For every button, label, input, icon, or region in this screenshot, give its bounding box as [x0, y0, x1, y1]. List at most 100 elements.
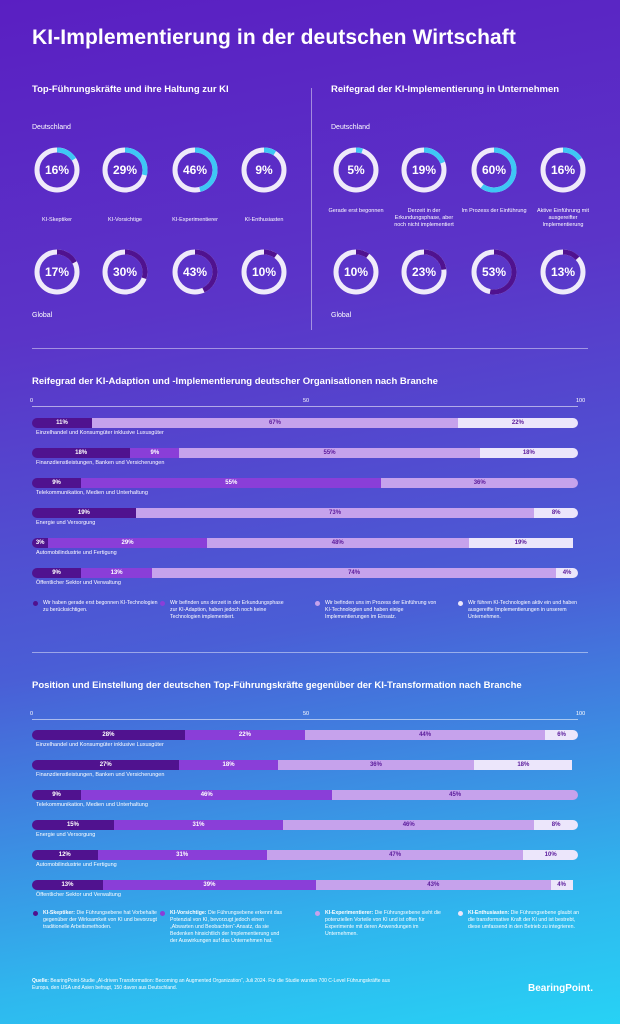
chart2-title: Position und Einstellung der deutschen T… [32, 680, 522, 691]
chart1-bar-2-series-1: 55% [81, 478, 382, 488]
chart1-bar-row-1: 18% 9% 55% 18% [32, 448, 578, 458]
chart1-bar-3-series-2: 73% [135, 508, 535, 518]
s2-category-label-0: Gerade erst begonnen [328, 208, 384, 214]
section1-label-global: Global [32, 312, 53, 319]
chart1-bar-row-0: 11% 67% 22% [32, 418, 578, 428]
legend2-lead-2: KI-Experimentierer: [325, 910, 375, 916]
s2-de-ring-2-value: 60% [481, 163, 507, 177]
chart2-bar-row-4: 12% 31% 47% 10% [32, 850, 578, 860]
chart2-axis-line [32, 719, 578, 720]
s2-de-ring-0-arc [333, 147, 379, 193]
chart1-bar-5-series-2: 74% [152, 568, 557, 578]
s1-category-label-2: KI-Experimentierer [172, 217, 218, 223]
legend1-desc-2: Wir befinden uns im Prozess der Einführu… [325, 600, 437, 620]
chart1-axis-line [32, 406, 578, 407]
legend2-item-3: KI-Enthusiasten: Die Führungsebene glaub… [458, 910, 586, 931]
s1-de-ring-2: 46% [171, 146, 219, 194]
chart1-tick-2: 100 [576, 398, 586, 404]
legend1-desc-3: Wir führen KI-Technologien aktiv ein und… [468, 600, 578, 620]
s1-category-label-0: KI-Skeptiker [42, 217, 72, 223]
legend2-swatch-3 [458, 911, 463, 916]
legend1-text-0: Wir haben gerade erst begonnen KI-Techno… [43, 600, 161, 614]
legend2-text-2: KI-Experimentierer: Die Führungsebene si… [325, 910, 443, 938]
s2-global-ring-3-arc [540, 249, 586, 295]
chart1-category-label-3: Energie und Versorgung [36, 520, 96, 526]
legend2-swatch-0 [33, 911, 38, 916]
chart2-bar-row-1: 27% 18% 36% 18% [32, 760, 578, 770]
chart2-bar-4-series-3: 10% [523, 850, 578, 860]
legend1-item-3: Wir führen KI-Technologien aktiv ein und… [458, 600, 586, 621]
chart1-tick-0: 0 [30, 398, 34, 404]
chart2-bar-row-3: 15% 31% 46% 8% [32, 820, 578, 830]
chart1-bar-row-5: 9% 13% 74% 4% [32, 568, 578, 578]
legend2-item-0: KI-Skeptiker: Die Führungsebene hat Vorb… [33, 910, 161, 931]
chart2-bar-1-series-3: 18% [474, 760, 573, 770]
s1-global-ring-0: 17% [33, 248, 81, 296]
chart2-bar-2-series-1: 46% [81, 790, 333, 800]
chart2-bar-row-0: 28% 22% 44% 6% [32, 730, 578, 740]
chart1-bar-4-series-0: 3% [32, 538, 49, 548]
chart2-bar-2-series-2: 45% [332, 790, 578, 800]
chart2-bar-row-2: 9% 46% 45% [32, 790, 578, 800]
chart1-bar-2-series-2: 36% [381, 478, 578, 488]
legend1-swatch-3 [458, 601, 463, 606]
s2-global-ring-2: 53% [470, 248, 518, 296]
chart1-tick-1: 50 [303, 398, 310, 404]
chart2-category-label-0: Einzelhandel und Konsumgüter inklusive L… [36, 742, 164, 748]
legend2-item-2: KI-Experimentierer: Die Führungsebene si… [315, 910, 443, 938]
legend2-text-3: KI-Enthusiasten: Die Führungsebene glaub… [468, 910, 586, 931]
s2-de-ring-1: 19% [400, 146, 448, 194]
s2-global-ring-3-value: 13% [550, 265, 576, 279]
s1-global-ring-2: 43% [171, 248, 219, 296]
chart1-bar-4-series-1: 29% [48, 538, 207, 548]
legend2-desc-2: Die Führungsebene sieht die potenziellen… [325, 910, 441, 937]
s2-category-label-1: Derzeit in der Erkundungsphase, aber noc… [394, 208, 454, 228]
s2-global-ring-0: 10% [332, 248, 380, 296]
legend1-text-1: Wir befinden uns derzeit in der Erkundun… [170, 600, 288, 621]
s1-de-ring-2-value: 46% [182, 163, 208, 177]
s1-global-ring-2-value: 43% [182, 265, 208, 279]
legend2-text-0: KI-Skeptiker: Die Führungsebene hat Vorb… [43, 910, 161, 931]
chart1-bar-1-series-2: 55% [179, 448, 480, 458]
chart1-bar-0-series-0: 11% [32, 418, 93, 428]
s1-global-ring-3-value: 10% [251, 265, 277, 279]
chart1-bar-row-4: 3% 29% 48% 19% [32, 538, 578, 548]
s1-de-ring-1-value: 29% [112, 163, 138, 177]
s1-de-ring-0-value: 16% [44, 163, 70, 177]
chart1-bar-row-3: 19% 73% 8% [32, 508, 578, 518]
chart2-bar-3-series-0: 15% [32, 820, 114, 830]
legend2-lead-0: KI-Skeptiker: [43, 910, 77, 916]
chart2-category-label-2: Telekommunikation, Medien und Unterhaltu… [36, 802, 148, 808]
bearingpoint-logo: BearingPoint. [528, 983, 594, 994]
page-title: KI-Implementierung in der deutschen Wirt… [32, 26, 516, 49]
s1-global-ring-2-arc [172, 249, 218, 295]
chart1-category-label-2: Telekommunikation, Medien und Unterhaltu… [36, 490, 148, 496]
chart2-bar-0-series-2: 44% [304, 730, 546, 740]
chart1-bar-row-2: 9% 55% 36% [32, 478, 578, 488]
chart2-bar-5-series-0: 13% [32, 880, 103, 890]
chart1-bar-4-series-3: 19% [468, 538, 573, 548]
legend1-item-1: Wir befinden uns derzeit in der Erkundun… [160, 600, 288, 621]
s1-de-ring-1-arc [102, 147, 148, 193]
legend1-swatch-1 [160, 601, 165, 606]
chart2-category-label-3: Energie und Versorgung [36, 832, 96, 838]
s1-de-ring-3: 9% [240, 146, 288, 194]
chart2-category-label-1: Finanzdienstleistungen, Banken und Versi… [36, 772, 165, 778]
legend2-swatch-2 [315, 911, 320, 916]
chart2-bar-3-series-2: 46% [283, 820, 535, 830]
section2-label-global: Global [331, 312, 352, 319]
s2-de-ring-2-arc [471, 147, 517, 193]
legend2-lead-3: KI-Enthusiasten: [468, 910, 511, 916]
section1-heading: Top-Führungskräfte und ihre Haltung zur … [32, 84, 229, 95]
chart2-bar-1-series-1: 18% [179, 760, 278, 770]
s2-de-ring-3: 16% [539, 146, 587, 194]
chart2-tick-1: 50 [303, 711, 310, 717]
chart2-bar-4-series-0: 12% [32, 850, 98, 860]
chart1-category-label-4: Automobilindustrie und Fertigung [36, 550, 117, 556]
chart1-category-label-1: Finanzdienstleistungen, Banken und Versi… [36, 460, 165, 466]
s2-de-ring-1-arc [401, 147, 447, 193]
chart2-bar-4-series-2: 47% [266, 850, 524, 860]
s1-category-label-1: KI-Vorsichtige [108, 217, 142, 223]
horizontal-divider-2 [32, 652, 588, 653]
s2-global-ring-2-arc [471, 249, 517, 295]
